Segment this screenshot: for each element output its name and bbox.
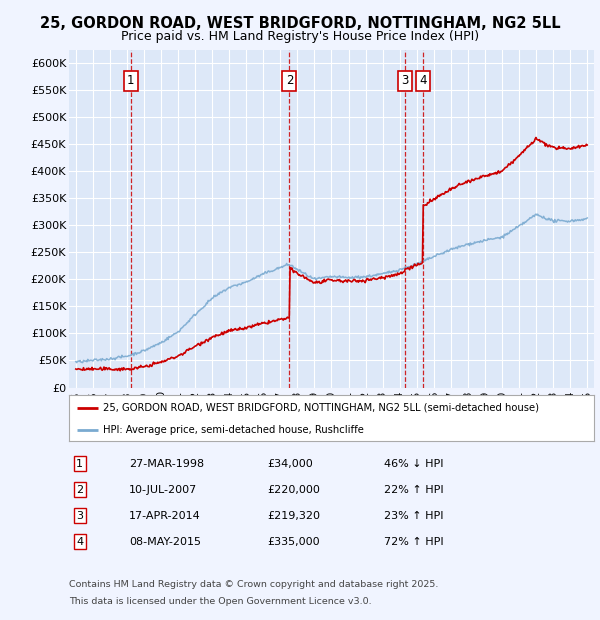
Text: 4: 4 bbox=[419, 74, 427, 87]
Text: £335,000: £335,000 bbox=[267, 537, 320, 547]
Text: HPI: Average price, semi-detached house, Rushcliffe: HPI: Average price, semi-detached house,… bbox=[103, 425, 364, 435]
Text: 17-APR-2014: 17-APR-2014 bbox=[129, 511, 201, 521]
Text: 72% ↑ HPI: 72% ↑ HPI bbox=[384, 537, 443, 547]
Text: 2: 2 bbox=[76, 485, 83, 495]
Text: Contains HM Land Registry data © Crown copyright and database right 2025.: Contains HM Land Registry data © Crown c… bbox=[69, 580, 439, 588]
Text: 1: 1 bbox=[76, 459, 83, 469]
Text: This data is licensed under the Open Government Licence v3.0.: This data is licensed under the Open Gov… bbox=[69, 597, 371, 606]
Text: 4: 4 bbox=[76, 537, 83, 547]
Text: 1: 1 bbox=[127, 74, 134, 87]
Text: 46% ↓ HPI: 46% ↓ HPI bbox=[384, 459, 443, 469]
Text: 08-MAY-2015: 08-MAY-2015 bbox=[129, 537, 201, 547]
Text: Price paid vs. HM Land Registry's House Price Index (HPI): Price paid vs. HM Land Registry's House … bbox=[121, 30, 479, 43]
Text: 10-JUL-2007: 10-JUL-2007 bbox=[129, 485, 197, 495]
Text: £219,320: £219,320 bbox=[267, 511, 320, 521]
Text: 27-MAR-1998: 27-MAR-1998 bbox=[129, 459, 204, 469]
Text: 25, GORDON ROAD, WEST BRIDGFORD, NOTTINGHAM, NG2 5LL (semi-detached house): 25, GORDON ROAD, WEST BRIDGFORD, NOTTING… bbox=[103, 403, 539, 413]
Text: 2: 2 bbox=[286, 74, 293, 87]
Text: 23% ↑ HPI: 23% ↑ HPI bbox=[384, 511, 443, 521]
Text: £220,000: £220,000 bbox=[267, 485, 320, 495]
Text: £34,000: £34,000 bbox=[267, 459, 313, 469]
Text: 25, GORDON ROAD, WEST BRIDGFORD, NOTTINGHAM, NG2 5LL: 25, GORDON ROAD, WEST BRIDGFORD, NOTTING… bbox=[40, 16, 560, 31]
Text: 3: 3 bbox=[76, 511, 83, 521]
Text: 3: 3 bbox=[401, 74, 409, 87]
Text: 22% ↑ HPI: 22% ↑ HPI bbox=[384, 485, 443, 495]
